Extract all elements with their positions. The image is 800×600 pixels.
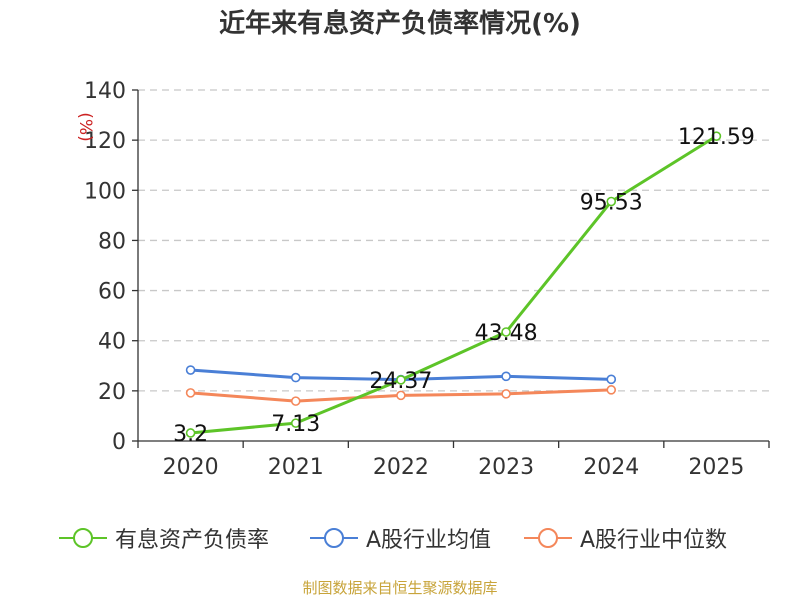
data-point-0[interactable] <box>185 428 196 438</box>
y-tick-label: 60 <box>98 280 126 305</box>
y-tick-label: 40 <box>98 330 126 355</box>
legend-item-1[interactable]: A股行业均值 <box>308 518 491 558</box>
y-tick-label: 0 <box>112 430 126 455</box>
data-point-2[interactable] <box>606 385 617 395</box>
data-label: 7.13 <box>271 412 320 437</box>
data-point-0[interactable] <box>606 196 617 207</box>
data-point-0[interactable] <box>711 131 722 141</box>
series-line-0 <box>190 134 718 435</box>
data-label: 3.2 <box>173 422 208 447</box>
data-point-0[interactable] <box>396 375 406 385</box>
x-tick-label: 2023 <box>478 455 534 480</box>
data-label: 24.37 <box>369 369 432 394</box>
x-tick-label: 2020 <box>163 455 219 480</box>
x-tick-label: 2021 <box>268 455 324 480</box>
y-tick-label: 120 <box>84 129 126 154</box>
legend-label: A股行业均值 <box>366 528 492 553</box>
y-tick-label: 80 <box>98 229 126 254</box>
x-tick-label: 2022 <box>373 455 429 480</box>
y-axis-unit-label: (%) <box>75 112 95 141</box>
chart-title: 近年来有息资产负债率情况(%) <box>219 9 581 39</box>
axes: 0 20 40 60 80 100 120 140 2020 2021 2022 2023 2024 20… <box>84 79 770 480</box>
data-label: 121.59 <box>678 125 755 150</box>
data-labels: 3.2 7.13 24.37 43.48 95.53 121.59 <box>173 125 755 447</box>
x-tick-label: 2025 <box>688 455 744 480</box>
legend-marker-icon <box>310 528 358 548</box>
source-note: 制图数据来自恒生聚源数据库 <box>302 579 498 597</box>
grid-lines <box>138 89 769 392</box>
y-tick-label: 140 <box>84 79 126 104</box>
data-point-2[interactable] <box>396 390 406 401</box>
data-label: 43.48 <box>475 321 538 346</box>
data-label: 95.53 <box>580 190 643 215</box>
y-tick-label: 100 <box>84 179 126 204</box>
chart-legend: 有息资产负债率 A股行业均值 A股行业中位数 <box>0 518 800 558</box>
data-point-2[interactable] <box>290 396 301 406</box>
legend-item-2[interactable]: A股行业中位数 <box>522 518 727 558</box>
data-point-2[interactable] <box>185 388 196 398</box>
data-point-0[interactable] <box>501 327 511 337</box>
x-tick-label: 2024 <box>583 455 639 480</box>
data-point-1[interactable] <box>501 371 511 382</box>
legend-marker-icon <box>59 528 107 548</box>
data-point-2[interactable] <box>501 389 511 399</box>
data-point-0[interactable] <box>290 418 301 428</box>
data-point-1[interactable] <box>185 365 196 375</box>
series-layer <box>185 131 722 438</box>
data-point-1[interactable] <box>290 372 301 383</box>
legend-label: A股行业中位数 <box>580 528 728 553</box>
data-point-1[interactable] <box>606 374 617 385</box>
legend-item-0[interactable]: 有息资产负债率 <box>57 518 269 558</box>
legend-marker-icon <box>524 528 572 548</box>
y-tick-label: 20 <box>98 380 126 405</box>
legend-label: 有息资产负债率 <box>115 528 270 553</box>
